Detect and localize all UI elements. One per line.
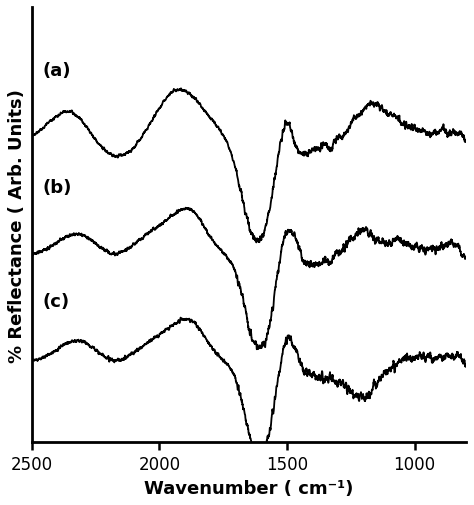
Text: (c): (c) [42, 292, 69, 311]
Y-axis label: % Reflectance ( Arb. Units): % Reflectance ( Arb. Units) [9, 88, 27, 362]
Text: (b): (b) [42, 179, 72, 197]
X-axis label: Wavenumber ( cm⁻¹): Wavenumber ( cm⁻¹) [144, 479, 354, 497]
Text: (a): (a) [42, 62, 71, 79]
